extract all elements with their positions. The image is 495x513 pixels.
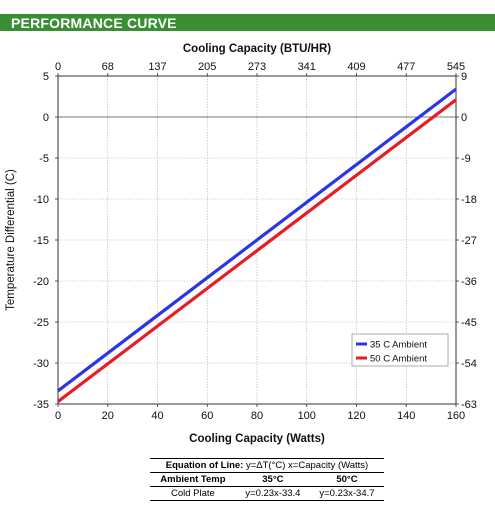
y-tick-label: 0 [43,112,49,124]
x2-tick-label: 341 [298,61,316,73]
y2-tick-label: -36 [461,276,477,288]
x-tick-label: 120 [347,410,365,422]
legend-label: 35 C Ambient [370,340,427,351]
equation-text: y=ΔT(°C) x=Capacity (Watts) [245,460,369,471]
legend-box [351,333,449,367]
x2-tick-label: 409 [347,61,365,73]
y2-tick-label: -63 [461,399,477,411]
x-tick-label: 60 [201,410,213,422]
y2-tick-label: -27 [461,235,477,247]
x-tick-label: 0 [55,410,61,422]
y-tick-label: -25 [33,317,49,329]
x2-tick-label: 68 [102,61,114,73]
series-line [57,87,457,393]
x2-tick-label: 137 [148,61,166,73]
x-tick-label: 140 [397,410,415,422]
y-tick-label: -5 [39,153,49,165]
x2-axis-title: Cooling Capacity (BTU/HR) [183,43,331,55]
x2-tick-label: 545 [447,61,465,73]
equation-label: Equation of Line: [165,460,244,471]
x2-tick-label: 205 [198,61,216,73]
y2-tick-label: 0 [461,112,467,124]
y2-tick-label: -9 [461,153,471,165]
x-tick-label: 80 [251,410,263,422]
y-tick-label: -15 [33,235,49,247]
x2-tick-label: 477 [397,61,415,73]
col-35c-header: 35°C [235,472,310,487]
legend-label: 50 C Ambient [370,354,427,365]
cold-plate-50c-equation: y=0.23x-34.7 [309,486,384,501]
ambient-temp-header: Ambient Temp [150,472,236,487]
x-axis-title: Cooling Capacity (Watts) [189,433,325,445]
col-50c-header: 50°C [309,472,384,487]
y-tick-label: -35 [33,399,49,411]
y-tick-label: 5 [43,71,49,83]
equation-table: Equation of Line: y=ΔT(°C) x=Capacity (W… [150,458,384,501]
y2-tick-label: -54 [461,358,477,370]
y2-tick-label: -45 [461,317,477,329]
performance-chart: 0 0 20 68 40 137 60 205 80 273 100 341 120 409 140 477 1… [5,43,477,445]
y2-tick-label: -18 [461,194,477,206]
cold-plate-35c-equation: y=0.23x-33.4 [235,486,310,501]
y-tick-label: -10 [33,194,49,206]
series-line [57,98,457,403]
cold-plate-label: Cold Plate [150,486,236,501]
x-tick-label: 100 [298,410,316,422]
x-tick-label: 40 [151,410,163,422]
x2-tick-label: 273 [248,61,266,73]
y-tick-label: -20 [33,276,49,288]
y-tick-label: -30 [33,358,49,370]
x-tick-label: 160 [447,410,465,422]
x2-tick-label: 0 [55,61,61,73]
section-title: PERFORMANCE CURVE [11,15,177,31]
x-tick-label: 20 [102,410,114,422]
y-axis-title: Temperature Differential (C) [5,169,17,311]
equation-row: Equation of Line: y=ΔT(°C) x=Capacity (W… [150,458,384,473]
section-header: PERFORMANCE CURVE [0,14,495,31]
y2-tick-label: 9 [461,71,467,83]
